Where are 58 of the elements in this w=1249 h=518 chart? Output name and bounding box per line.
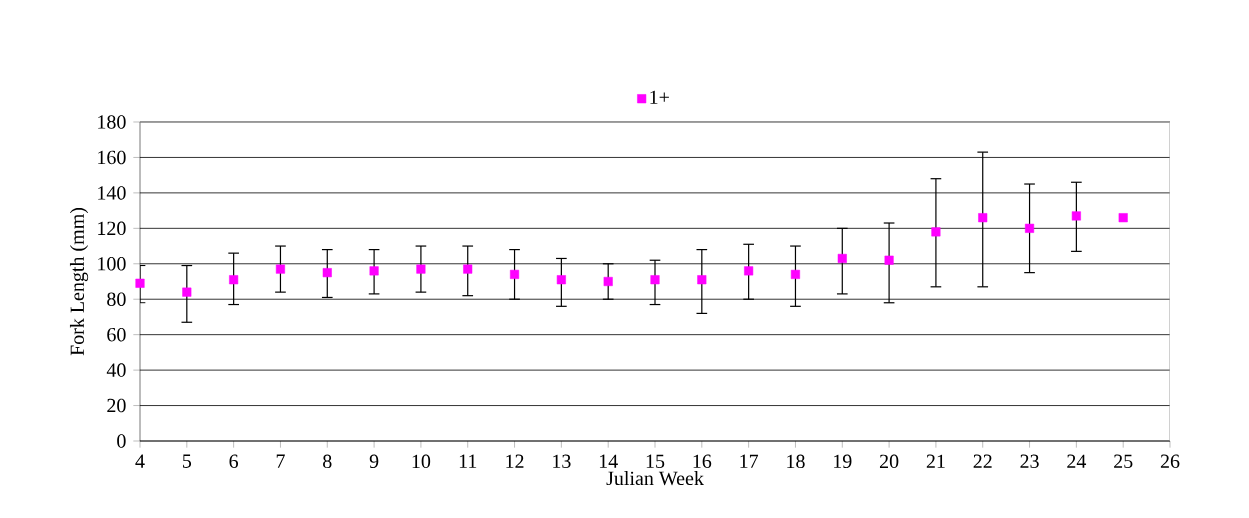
point [884,255,894,265]
point [1118,213,1128,223]
x-tick-label: 19 [834,454,852,469]
point [744,266,754,276]
x-tick-label: 7 [276,454,285,468]
point [650,275,660,285]
x-tick-label: 16 [693,454,712,469]
x-tick-label: 17 [740,454,759,468]
legend-label: 1+ [650,90,669,104]
point [182,287,192,297]
point [603,276,613,287]
x-tick-label: 25 [1114,454,1133,469]
x-tick-label: 6 [229,454,239,469]
point [135,278,145,288]
point [556,275,566,285]
x-tick-label: 5 [182,454,192,468]
y-tick-label: 40 [106,363,126,377]
y-tick-label: 80 [107,292,126,306]
x-tick-label: 13 [553,454,571,469]
y-tick-label: 120 [98,221,126,236]
y-tick-label: 60 [107,327,126,342]
y-tick-label: 140 [98,186,126,200]
x-tick-label: 24 [1067,454,1087,468]
x-tick-label: 8 [323,454,332,469]
x-tick-label: 22 [973,454,992,468]
y-tick-label: 0 [117,434,126,448]
y-axis-title: Fork Length (mm) [69,207,89,356]
x-tick-label: 4 [135,454,145,468]
point [978,213,988,223]
point [229,275,239,285]
x-tick-label: 12 [506,454,524,468]
y-tick-label: 20 [107,398,126,413]
point [275,264,285,274]
x-tick-label: 21 [926,454,945,468]
x-tick-label: 14 [599,454,618,468]
x-tick-label: 18 [787,454,805,469]
x-tick-label: 23 [1020,454,1039,469]
point [322,268,332,278]
x-tick-label: 26 [1160,454,1180,469]
point [697,275,707,285]
point [931,227,941,237]
y-tick-label: 160 [98,150,126,165]
x-tick-label: 9 [369,454,379,469]
point [463,264,473,274]
x-tick-label: 15 [646,454,665,468]
point [790,269,800,279]
x-axis-title: Julian Week [606,471,704,486]
point [837,253,847,263]
point [416,264,426,274]
y-tick-label: 100 [98,257,126,271]
x-tick-label: 10 [412,454,431,469]
point [1025,223,1035,233]
point [1071,211,1081,221]
point [510,269,520,279]
x-tick-label: 20 [879,454,899,469]
x-tick-label: 11 [459,454,477,468]
y-tick-label: 180 [98,115,126,129]
point [369,266,379,276]
